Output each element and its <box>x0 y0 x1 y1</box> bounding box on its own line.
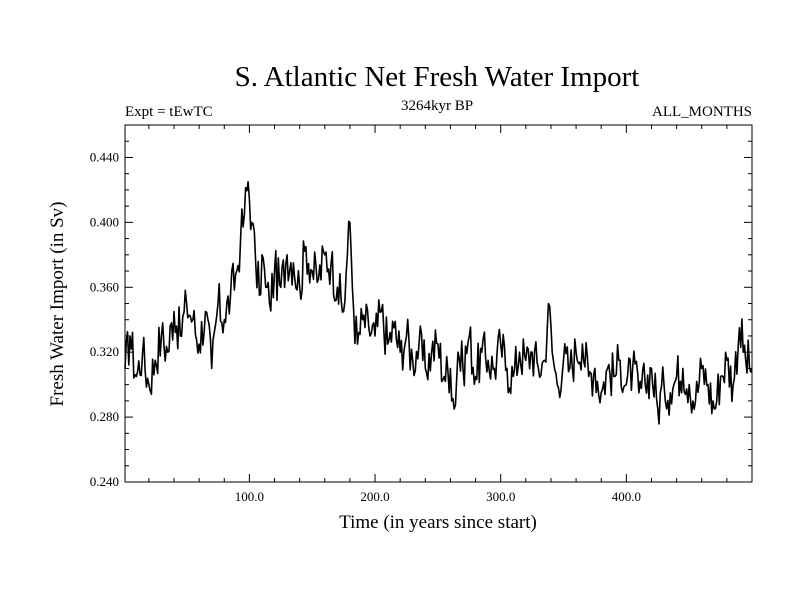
minor-ticks <box>125 125 752 482</box>
y-tick-label: 0.320 <box>90 344 119 359</box>
months-label: ALL_MONTHS <box>652 104 752 120</box>
y-tick-label: 0.360 <box>90 279 119 294</box>
chart-title: S. Atlantic Net Fresh Water Import <box>235 61 640 93</box>
plot-area-frame <box>124 124 753 483</box>
y-tick-label: 0.440 <box>90 149 119 164</box>
y-axis-label: Fresh Water Import (in Sv) <box>47 202 68 407</box>
y-tick-label: 0.240 <box>90 474 119 489</box>
chart-subtitle: 3264kyr BP <box>401 98 473 114</box>
series-line <box>124 181 753 425</box>
expt-label: Expt = tEwTC <box>125 104 213 120</box>
x-tick-label: 200.0 <box>360 489 389 504</box>
y-tick-label: 0.280 <box>90 409 119 424</box>
y-axis: 0.240 0.280 0.320 0.360 0.400 0.440 <box>90 149 752 489</box>
x-tick-label: 100.0 <box>235 489 264 504</box>
x-tick-label: 300.0 <box>486 489 515 504</box>
y-tick-label: 0.400 <box>90 214 119 229</box>
x-tick-label: 400.0 <box>612 489 641 504</box>
x-axis: 100.0 200.0 300.0 400.0 <box>235 125 641 504</box>
x-axis-label: Time (in years since start) <box>339 512 537 533</box>
